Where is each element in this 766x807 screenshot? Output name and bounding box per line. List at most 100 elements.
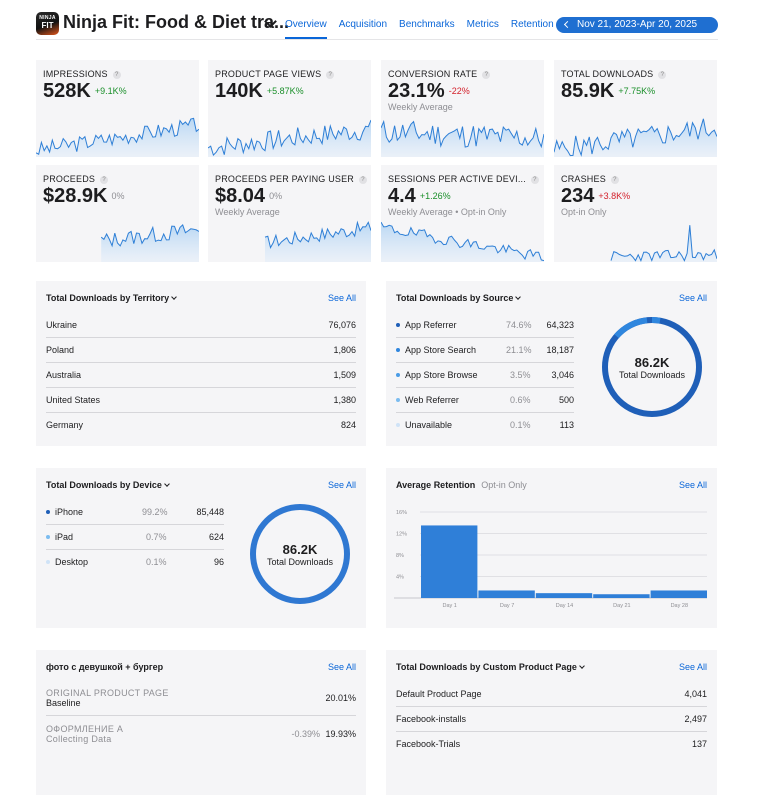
metric-value-text: 85.9K	[561, 80, 615, 102]
list-item[interactable]: Australia 1,509	[46, 363, 356, 388]
device-title[interactable]: Total Downloads by Device	[46, 480, 170, 490]
legend-dot	[46, 560, 50, 564]
bar-day-7[interactable]	[478, 590, 535, 598]
device-donut-chart	[250, 504, 350, 604]
device-see-all-link[interactable]: See All	[327, 480, 356, 490]
row-value: 3,046	[551, 370, 574, 380]
sparkline-area	[208, 120, 371, 157]
bar-day-14[interactable]	[535, 593, 593, 598]
help-icon[interactable]: ?	[112, 71, 121, 79]
territory-see-all-link[interactable]: See All	[327, 293, 356, 303]
metric-label: CONVERSION RATE?	[388, 69, 491, 79]
metric-label-text: PROCEEDS	[43, 174, 96, 184]
help-icon[interactable]: ?	[100, 176, 109, 184]
device-panel: Total Downloads by Device See All iPhone…	[36, 468, 366, 628]
date-range-picker[interactable]: Nov 21, 2023-Apr 20, 2025	[556, 17, 718, 33]
row-percent: 21.1%	[506, 345, 532, 355]
row-value: 500	[558, 395, 574, 405]
row-percent: 0.1%	[146, 557, 167, 567]
row-name: Germany	[46, 420, 84, 430]
metric-card-total-downloads[interactable]: TOTAL DOWNLOADS? 85.9K +7.75K%	[554, 60, 717, 157]
bar-day-28[interactable]	[650, 590, 707, 598]
sparkline-line	[381, 221, 544, 262]
metric-card-impressions[interactable]: IMPRESSIONS? 528K +9.1K%	[36, 60, 199, 157]
row-value: 96	[213, 557, 224, 567]
metric-change: -22%	[448, 86, 470, 96]
product-page-see-all-link[interactable]: See All	[327, 662, 356, 672]
metric-value-text: 4.4	[388, 185, 416, 207]
metric-card-sessions-per-active-devi[interactable]: SESSIONS PER ACTIVE DEVI...? 4.4 +1.26% Wee…	[381, 165, 544, 262]
bar-day-21[interactable]	[593, 594, 650, 598]
custom-page-see-all-link[interactable]: See All	[678, 662, 707, 672]
row-value: 18,187	[546, 345, 574, 355]
chevron-left-icon[interactable]	[563, 20, 572, 29]
help-icon[interactable]: ?	[359, 176, 367, 184]
list-item[interactable]: Default Product Page 4,041	[396, 682, 707, 707]
metric-value-text: 23.1%	[388, 80, 445, 102]
source-see-all-link[interactable]: See All	[678, 293, 707, 303]
app-icon[interactable]: NINJA FIT	[36, 12, 59, 35]
metric-card-product-page-views[interactable]: PRODUCT PAGE VIEWS? 140K +5.87K%	[208, 60, 371, 157]
metric-value: 4.4 +1.26%	[388, 185, 451, 208]
retention-see-all-link[interactable]: See All	[678, 480, 707, 490]
metric-card-proceeds-per-paying-user[interactable]: PROCEEDS PER PAYING USER? $8.04 0% Weekly A…	[208, 165, 371, 262]
donut-value: 86.2K	[282, 542, 318, 557]
list-item[interactable]: App Store Search 21.1% 18,187	[396, 338, 574, 363]
list-item[interactable]: Web Referrer 0.6% 500	[396, 388, 574, 413]
metric-subtitle: Weekly Average • Opt-in Only	[388, 207, 507, 217]
row-name: Desktop	[55, 557, 89, 567]
metric-subtitle: Weekly Average	[215, 207, 280, 217]
metric-value-text: 234	[561, 185, 595, 207]
metric-label: PROCEEDS PER PAYING USER?	[215, 174, 367, 184]
metric-card-proceeds[interactable]: PROCEEDS? $28.9K 0%	[36, 165, 199, 262]
x-tick-label: Day 28	[671, 603, 688, 609]
list-item[interactable]: Facebook-Trials 137	[396, 732, 707, 757]
app-title[interactable]: Ninja Fit: Food & Diet tra...	[63, 12, 289, 32]
metric-change: +1.26%	[419, 191, 451, 201]
tab-overview[interactable]: Overview	[285, 19, 327, 39]
source-list: App Referrer 74.6% 64,323 App Store Search…	[396, 313, 574, 438]
row-name: App Store Browse	[405, 370, 478, 380]
metric-card-conversion-rate[interactable]: CONVERSION RATE? 23.1% -22% Weekly Average	[381, 60, 544, 157]
source-panel: Total Downloads by Source See All App Re…	[386, 281, 717, 446]
list-item[interactable]: iPhone 99.2% 85,448	[46, 500, 224, 525]
help-icon[interactable]: ?	[658, 71, 667, 79]
custom-page-title[interactable]: Total Downloads by Custom Product Page	[396, 662, 585, 672]
help-icon[interactable]: ?	[326, 71, 335, 79]
list-item[interactable]: App Referrer 74.6% 64,323	[396, 313, 574, 338]
sparkline-line	[100, 224, 199, 248]
metric-card-crashes[interactable]: CRASHES? 234 +3.8K% Opt-in Only	[554, 165, 717, 262]
device-title-text: Total Downloads by Device	[46, 480, 162, 490]
tab-acquisition[interactable]: Acquisition	[338, 19, 388, 30]
list-item[interactable]: Unavailable 0.1% 113	[396, 413, 574, 438]
metric-label: CRASHES?	[561, 174, 619, 184]
help-icon[interactable]: ?	[482, 71, 491, 79]
donut-caption: Total Downloads	[266, 557, 334, 567]
list-item[interactable]: ОФОРМЛЕНИЕ А Collecting Data -0.39% 19.9…	[46, 724, 356, 752]
list-item[interactable]: ORIGINAL PRODUCT PAGE Baseline 20.01%	[46, 688, 356, 716]
row-name: iPad	[55, 532, 74, 542]
row-subtitle: Collecting Data	[46, 734, 112, 744]
retention-subtitle: Opt-in Only	[481, 480, 527, 490]
territory-title[interactable]: Total Downloads by Territory	[46, 293, 178, 303]
help-icon[interactable]: ?	[610, 176, 619, 184]
list-item[interactable]: App Store Browse 3.5% 3,046	[396, 363, 574, 388]
help-icon[interactable]: ?	[530, 176, 539, 184]
list-item[interactable]: United States 1,380	[46, 388, 356, 413]
list-item[interactable]: Germany 824	[46, 413, 356, 438]
list-item[interactable]: Desktop 0.1% 96	[46, 550, 224, 575]
nav-tabs: Overview Acquisition Benchmarks Metrics …	[285, 19, 554, 39]
product-page-test-title[interactable]: фото с девушкой + бургер	[46, 662, 164, 672]
source-title[interactable]: Total Downloads by Source	[396, 293, 522, 303]
row-percent: 3.5%	[510, 370, 531, 380]
list-item[interactable]: Facebook-installs 2,497	[396, 707, 707, 732]
list-item[interactable]: iPad 0.7% 624	[46, 525, 224, 550]
tab-metrics[interactable]: Metrics	[466, 19, 499, 30]
tab-retention[interactable]: Retention	[510, 19, 554, 30]
list-item[interactable]: Ukraine 76,076	[46, 313, 356, 338]
bar-day-1[interactable]	[421, 525, 478, 598]
sparkline-line	[208, 119, 371, 157]
tab-benchmarks[interactable]: Benchmarks	[399, 19, 455, 30]
metric-value: $28.9K 0%	[43, 185, 125, 208]
list-item[interactable]: Poland 1,806	[46, 338, 356, 363]
